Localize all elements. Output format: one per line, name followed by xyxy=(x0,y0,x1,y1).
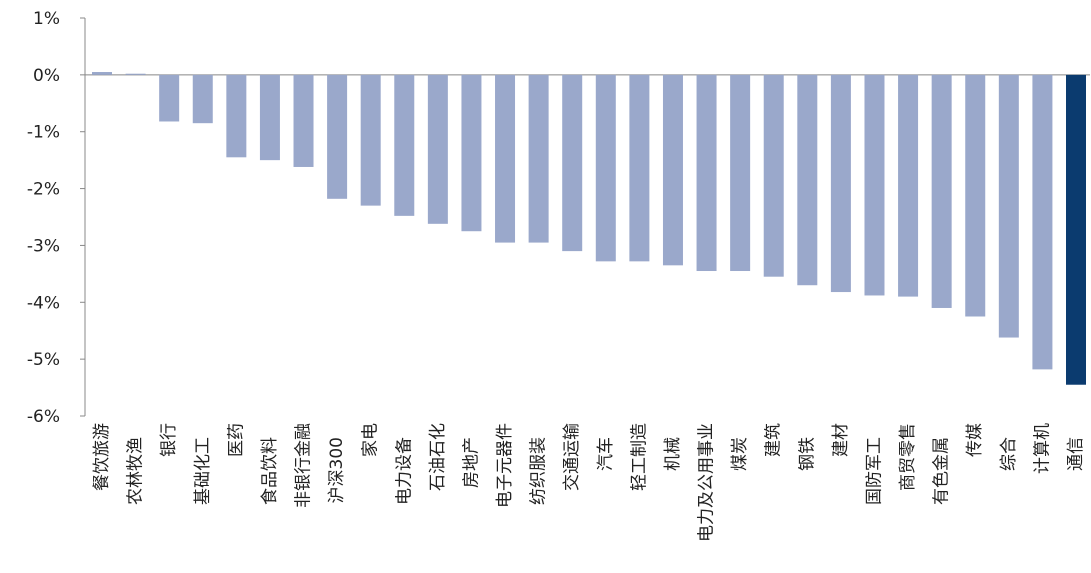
x-category-label: 商贸零售 xyxy=(898,423,918,491)
x-category-label: 电力及公用事业 xyxy=(697,423,717,542)
x-category-label: 食品饮料 xyxy=(260,437,280,505)
x-category-label: 通信 xyxy=(1066,437,1086,471)
x-category-label: 纺织服装 xyxy=(529,437,549,505)
y-tick-label: 0% xyxy=(33,66,60,86)
x-category-label: 医药 xyxy=(226,423,246,457)
bar-15 xyxy=(595,74,616,262)
bar-24 xyxy=(898,74,919,297)
bar-2 xyxy=(159,74,180,122)
y-tick-label: -4% xyxy=(27,293,60,313)
y-tick-label: -6% xyxy=(27,407,60,427)
y-tick-label: -3% xyxy=(27,236,60,256)
x-category-label: 电力设备 xyxy=(394,437,414,505)
bars xyxy=(92,72,1086,385)
y-axis: 1% 0% -1% -2% -3% -4% -5% -6% xyxy=(27,9,1090,427)
x-category-label: 非银行金融 xyxy=(294,423,314,508)
bar-28 xyxy=(1032,74,1053,370)
bar-23 xyxy=(864,74,885,296)
x-category-label: 沪深300 xyxy=(327,437,347,503)
bar-29 xyxy=(1066,74,1086,385)
x-category-label: 计算机 xyxy=(1032,423,1052,474)
bar-25 xyxy=(931,74,952,308)
bar-27 xyxy=(998,74,1019,338)
bar-9 xyxy=(394,74,415,216)
x-category-label: 基础化工 xyxy=(193,437,213,505)
x-category-label: 餐饮旅游 xyxy=(92,423,112,491)
bar-26 xyxy=(965,74,986,317)
x-category-label: 机械 xyxy=(663,437,683,471)
x-category-label: 建材 xyxy=(831,423,851,457)
x-category-label: 石油石化 xyxy=(428,423,448,491)
y-tick-label: 1% xyxy=(33,9,60,29)
bar-1 xyxy=(125,73,146,75)
bar-19 xyxy=(730,74,751,272)
x-category-label: 综合 xyxy=(999,437,1019,471)
x-category-label: 交通运输 xyxy=(562,423,582,491)
x-category-label: 房地产 xyxy=(461,437,481,488)
x-category-label: 钢铁 xyxy=(797,437,817,471)
y-tick-label: -1% xyxy=(27,123,60,143)
bar-10 xyxy=(427,74,448,224)
bar-17 xyxy=(662,74,683,266)
x-category-label: 传媒 xyxy=(965,423,985,457)
bar-12 xyxy=(495,74,516,243)
x-category-label: 汽车 xyxy=(596,437,616,471)
bar-13 xyxy=(528,74,549,243)
bar-21 xyxy=(797,74,818,286)
x-category-label: 轻工制造 xyxy=(629,423,649,491)
x-category-label: 银行 xyxy=(159,423,179,457)
x-category-label: 农林牧渔 xyxy=(126,437,146,505)
x-category-label: 家电 xyxy=(361,423,381,457)
x-category-label: 国防军工 xyxy=(864,437,884,505)
bar-14 xyxy=(562,74,583,252)
bar-4 xyxy=(226,74,247,158)
bar-6 xyxy=(293,74,314,167)
x-category-label: 有色金属 xyxy=(932,437,952,505)
bar-18 xyxy=(696,74,717,272)
x-axis-labels: 餐饮旅游 农林牧渔 银行 基础化工 医药 食品饮料 非银行金融 沪深300 家电 电力设备 石油石化… xyxy=(92,423,1086,542)
x-category-label: 电子元器件 xyxy=(495,423,515,508)
bar-20 xyxy=(763,74,784,277)
y-tick-label: -2% xyxy=(27,180,60,200)
bar-8 xyxy=(360,74,381,206)
bar-5 xyxy=(259,74,280,161)
bar-7 xyxy=(327,74,348,199)
bar-0 xyxy=(92,72,112,75)
bar-16 xyxy=(629,74,650,262)
y-tick-label: -5% xyxy=(27,350,60,370)
bar-3 xyxy=(192,74,213,124)
x-category-label: 建筑 xyxy=(764,423,784,457)
x-category-label: 煤炭 xyxy=(730,437,750,471)
bar-22 xyxy=(830,74,851,293)
bar-11 xyxy=(461,74,482,232)
